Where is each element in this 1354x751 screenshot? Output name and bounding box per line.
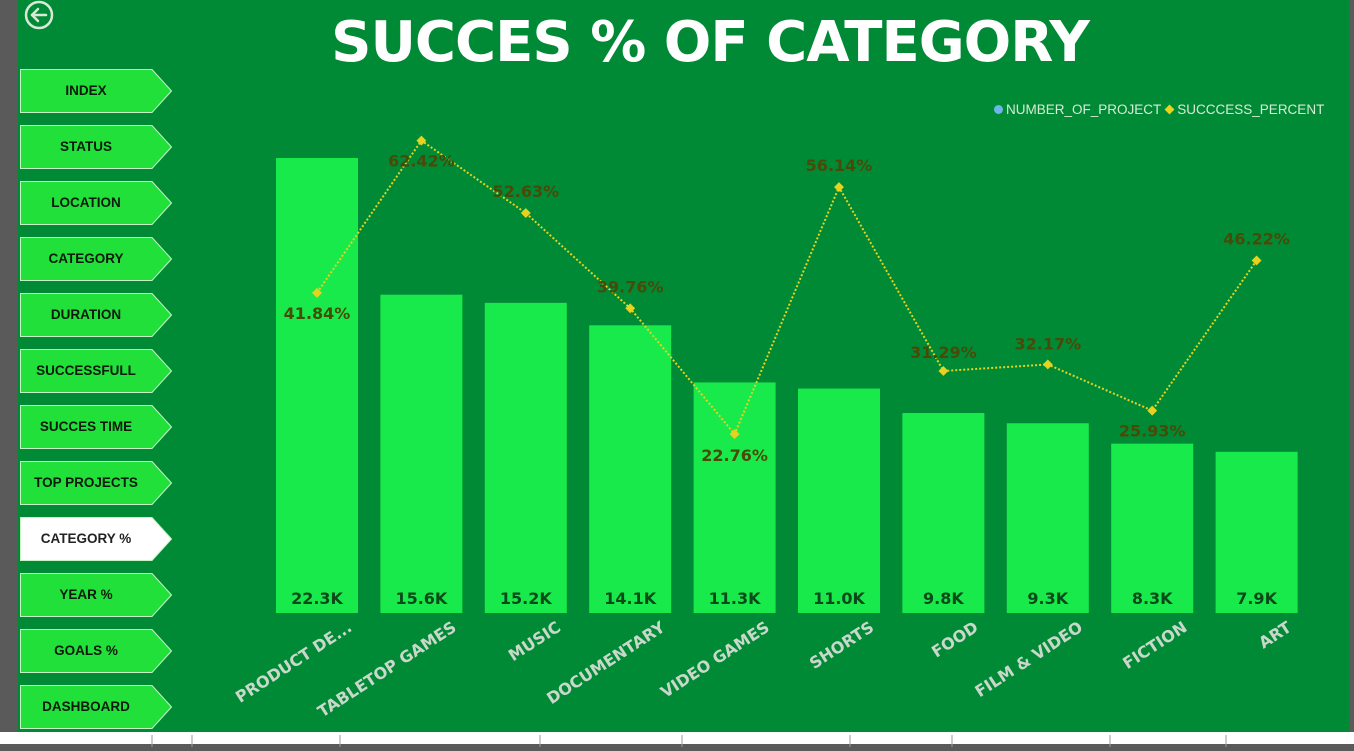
chart-legend: NUMBER_OF_PROJECT SUCCCESS_PERCENT <box>994 102 1324 120</box>
success-percent-line <box>316 139 1258 436</box>
bar[interactable] <box>1111 443 1194 613</box>
bottom-ruler <box>0 732 1354 747</box>
bar[interactable] <box>276 158 358 613</box>
line-point[interactable] <box>520 208 531 218</box>
x-tick-label: FILM & VIDEO <box>971 617 1086 701</box>
bar-value-label: 11.0K <box>813 589 865 608</box>
nav-item-label: GOALS % <box>54 643 118 658</box>
bar-value-label: 7.9K <box>1236 589 1277 608</box>
line-value-label: 22.76% <box>701 446 768 465</box>
line-series: 41.84% 62.42% 52.63% 39.76% 22.76% 56.14% 31.2… <box>284 135 1290 465</box>
line-point[interactable] <box>938 366 949 376</box>
bar[interactable] <box>380 294 463 613</box>
nav-item-duration[interactable]: DURATION <box>20 293 172 337</box>
bar-value-label: 15.2K <box>500 589 552 608</box>
nav-item-label: INDEX <box>65 83 107 98</box>
page-title: SUCCES % OF CATEGORY <box>331 10 1090 75</box>
line-value-label: 52.63% <box>492 182 559 201</box>
line-point[interactable] <box>416 135 427 146</box>
bar[interactable] <box>1215 451 1298 613</box>
legend-item-number-of-project: NUMBER_OF_PROJECT <box>1006 102 1162 117</box>
bar-value-label: 14.1K <box>604 589 656 608</box>
nav-item-succes-time[interactable]: SUCCES TIME <box>20 405 172 449</box>
x-tick-label: SHORTS <box>806 617 877 672</box>
line-value-label: 62.42% <box>388 152 455 171</box>
x-tick-label: VIDEO GAMES <box>657 617 773 701</box>
line-point[interactable] <box>1042 359 1053 370</box>
bar-value-label: 9.3K <box>1027 589 1068 608</box>
nav-item-label: DURATION <box>50 307 122 322</box>
line-point[interactable] <box>625 303 636 314</box>
nav-item-label: CATEGORY <box>48 251 124 266</box>
nav-item-category[interactable]: CATEGORY % <box>20 517 172 561</box>
nav-item-label: CATEGORY % <box>40 531 132 546</box>
back-arrow-icon[interactable] <box>24 0 54 30</box>
nav-item-label: TOP PROJECTS <box>34 475 138 490</box>
nav-item-location[interactable]: LOCATION <box>20 181 172 225</box>
line-value-label: 31.29% <box>910 343 977 362</box>
nav-item-label: SUCCES TIME <box>39 419 133 434</box>
bar-value-label: 9.8K <box>923 589 964 608</box>
bar-value-label: 15.6K <box>395 589 447 608</box>
nav-item-label: LOCATION <box>51 195 121 210</box>
bar[interactable] <box>798 388 880 613</box>
x-axis: PRODUCT DE...TABLETOP GAMES MUSICDOCUMENT… <box>232 617 1295 721</box>
nav-item-category[interactable]: CATEGORY <box>20 237 172 281</box>
line-value-label: 56.14% <box>806 156 873 175</box>
nav-item-status[interactable]: STATUS <box>20 125 172 169</box>
x-tick-label: FOOD <box>928 617 981 661</box>
line-value-label: 25.93% <box>1119 422 1186 441</box>
bar[interactable] <box>1006 423 1089 613</box>
line-point[interactable] <box>1251 255 1262 266</box>
x-tick-label: ART <box>1255 617 1295 652</box>
nav-item-year[interactable]: YEAR % <box>20 573 172 617</box>
nav-item-dashboard[interactable]: DASHBOARD <box>20 685 172 729</box>
nav-item-index[interactable]: INDEX <box>20 69 172 113</box>
line-value-label: 41.84% <box>284 304 351 323</box>
x-tick-label: MUSIC <box>505 617 564 665</box>
nav-item-label: SUCCESSFULL <box>36 363 136 378</box>
nav-item-label: DASHBOARD <box>42 699 130 714</box>
line-value-label: 46.22% <box>1223 229 1290 248</box>
bar-series: 22.3K 15.6K 15.2K 14.1K 11.3K 11.0K 9.8K 9.3K 8.… <box>276 158 1298 613</box>
bar-value-label: 11.3K <box>709 589 761 608</box>
x-tick-label: FICTION <box>1119 617 1190 672</box>
nav-item-top-projects[interactable]: TOP PROJECTS <box>20 461 172 505</box>
legend-item-success-percent: SUCCCESS_PERCENT <box>1177 102 1325 117</box>
bar[interactable] <box>589 325 672 613</box>
bar[interactable] <box>693 382 776 613</box>
nav-item-label: STATUS <box>60 139 112 154</box>
bar[interactable] <box>484 302 567 613</box>
legend-marker-circle-icon <box>994 105 1003 114</box>
line-point[interactable] <box>834 182 844 193</box>
line-point[interactable] <box>729 429 740 440</box>
line-point[interactable] <box>1147 405 1158 416</box>
bar-value-label: 22.3K <box>291 589 343 608</box>
bar[interactable] <box>902 413 985 613</box>
nav-item-successfull[interactable]: SUCCESSFULL <box>20 349 172 393</box>
line-value-label: 32.17% <box>1014 334 1081 353</box>
nav-item-label: YEAR % <box>59 587 113 602</box>
bar-value-label: 8.3K <box>1132 589 1173 608</box>
line-point[interactable] <box>312 287 322 298</box>
line-value-label: 39.76% <box>597 277 664 296</box>
nav-item-goals[interactable]: GOALS % <box>20 629 172 673</box>
